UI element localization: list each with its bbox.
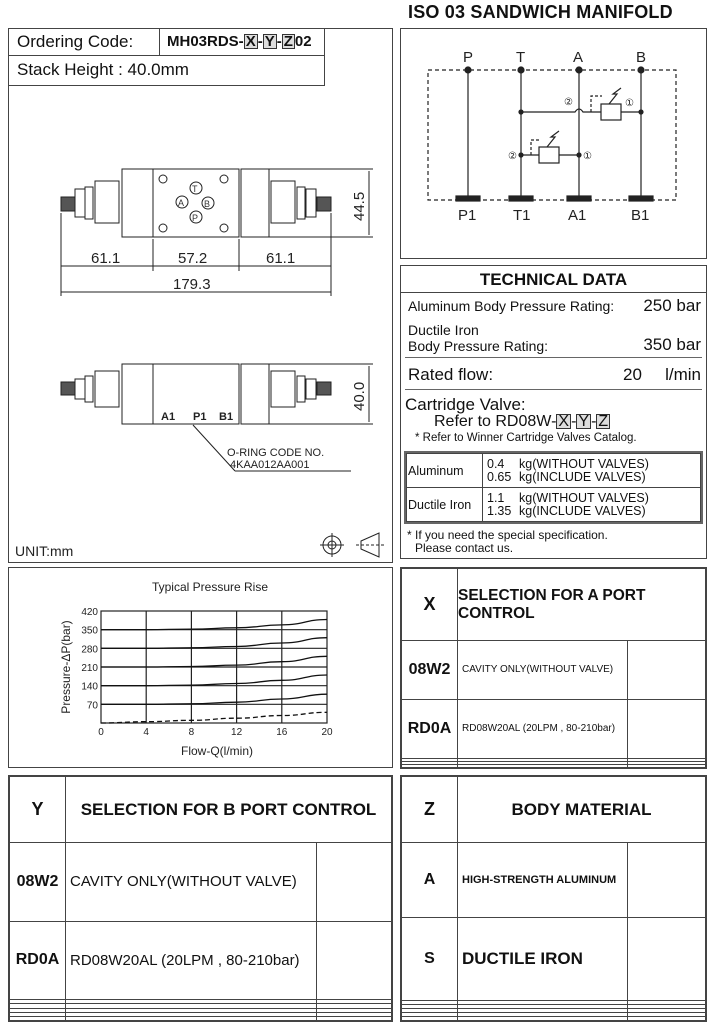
port-b: B xyxy=(636,49,646,66)
technical-data: TECHNICAL DATA Aluminum Body Pressure Ra… xyxy=(400,265,707,559)
z-placeholder: Z xyxy=(281,33,295,50)
side-view xyxy=(60,363,373,472)
table-row: RD0A RD08W20AL (20LPM , 80-210bar) xyxy=(401,698,706,759)
port-p: P xyxy=(463,49,473,66)
y-tick-label: 210 xyxy=(81,663,98,674)
di-label-line1: Ductile Iron xyxy=(408,322,479,338)
dim-mid: 57.2 xyxy=(178,250,207,267)
contact-note: Please contact us. xyxy=(415,541,514,555)
side-port-b1: B1 xyxy=(219,411,233,423)
al-pressure-label: Aluminum Body Pressure Rating: xyxy=(408,298,615,314)
ordering-code-row: Ordering Code: MH03RDS- X - Y - Z 02 xyxy=(9,29,325,56)
page-title: ISO 03 SANDWICH MANIFOLD xyxy=(408,2,673,22)
table-header: Z BODY MATERIAL xyxy=(401,776,706,843)
y-axis-label: Pressure-ΔP(bar) xyxy=(59,620,73,713)
marker-1-upper: ① xyxy=(625,98,634,109)
table-row: A HIGH-STRENGTH ALUMINUM xyxy=(401,841,706,919)
x-axis-label: Flow-Q(l/min) xyxy=(181,744,253,758)
table-row xyxy=(401,763,706,769)
series-line-1 xyxy=(101,637,328,649)
dim-height-side: 40.0 xyxy=(351,382,368,411)
manifold-drawing: T A B P 61.1 57.2 61.1 179.3 44.5 A1 P1 … xyxy=(15,168,385,559)
series-line-5 xyxy=(100,711,328,724)
weight-row-aluminum: Aluminum 0.4 kg(WITHOUT VALVES) 0.65 kg(INC… xyxy=(406,453,701,488)
z-selection-table: Z BODY MATERIAL A HIGH-STRENGTH ALUMINUM S DU… xyxy=(400,775,707,1022)
series-line-4 xyxy=(100,693,328,705)
x-tick-label: 4 xyxy=(143,727,149,738)
y-tick-label: 280 xyxy=(81,644,98,655)
flow-value: 20 xyxy=(623,365,642,384)
x-tick-label: 8 xyxy=(189,727,195,738)
y-selection-table: Y SELECTION FOR B PORT CONTROL 08W2 CAVITY … xyxy=(8,775,393,1022)
table-header: Y SELECTION FOR B PORT CONTROL xyxy=(9,776,392,843)
oring-code: 4KAA012AA001 xyxy=(230,459,310,471)
series-line-2 xyxy=(100,655,328,668)
dim-right: 61.1 xyxy=(266,250,295,267)
stack-height: Stack Height : 40.0mm xyxy=(9,56,325,86)
ordering-code-label: Ordering Code: xyxy=(17,32,134,51)
x-tick-label: 0 xyxy=(98,727,104,738)
y-tick-label: 70 xyxy=(87,700,99,711)
cartridge-note: * Refer to Winner Cartridge Valves Catal… xyxy=(415,432,637,444)
port-a-label: A xyxy=(178,198,184,208)
x-selection-table: X SELECTION FOR A PORT CONTROL 08W2 CAVITY … xyxy=(400,567,707,769)
special-note: * If you need the special specification. xyxy=(407,528,608,542)
side-port-a1: A1 xyxy=(161,411,175,423)
tech-header: TECHNICAL DATA xyxy=(401,266,706,293)
table-row xyxy=(401,1016,706,1021)
y-placeholder: Y xyxy=(262,33,277,50)
port-t1: T1 xyxy=(513,207,531,224)
table-row: 08W2 CAVITY ONLY(WITHOUT VALVE) xyxy=(401,640,706,700)
table-row xyxy=(9,1015,392,1022)
projection-symbol-icon xyxy=(320,532,385,558)
port-p1: P1 xyxy=(458,207,476,224)
x-tick-label: 20 xyxy=(321,727,333,738)
x-tick-label: 16 xyxy=(276,727,288,738)
unit-label: UNIT:mm xyxy=(15,543,73,559)
series-line-0 xyxy=(101,618,328,631)
port-p-label: P xyxy=(192,213,198,223)
side-port-p1: P1 xyxy=(193,411,206,423)
pressure-rise-chart: Typical Pressure Rise Flow-Q(l/min) Pres… xyxy=(59,580,333,758)
flow-unit: l/min xyxy=(665,365,701,384)
drawing-panel: Ordering Code: MH03RDS- X - Y - Z 02 Stack Hei… xyxy=(8,28,393,563)
dim-height-top: 44.5 xyxy=(351,192,368,221)
x-tick-label: 12 xyxy=(231,727,243,738)
oring-label: O-RING CODE NO. xyxy=(227,447,324,459)
y-tick-label: 140 xyxy=(81,682,98,693)
di-label-line2: Body Pressure Rating: xyxy=(408,338,549,354)
pressure-chart-panel: Typical Pressure Rise Flow-Q(l/min) Pres… xyxy=(8,567,393,768)
hydraulic-schematic: P T A B P1 T1 A1 B1 ② ① ② ① xyxy=(400,28,707,259)
table-row: S DUCTILE IRON xyxy=(401,917,706,1002)
port-t-label: T xyxy=(192,184,198,194)
marker-2-upper: ② xyxy=(564,97,573,108)
weight-row-ductile-iron: Ductile Iron 1.1 kg(WITHOUT VALVES) 1.35 kg… xyxy=(406,487,701,522)
port-t: T xyxy=(516,49,525,66)
table-header: X SELECTION FOR A PORT CONTROL xyxy=(401,568,706,641)
series-line-3 xyxy=(100,674,328,687)
flow-label: Rated flow: xyxy=(408,365,494,384)
table-row: RD0A RD08W20AL (20LPM , 80-210bar) xyxy=(9,920,392,1001)
port-b-label: B xyxy=(204,199,210,209)
port-a: A xyxy=(573,49,583,66)
cartridge-label: Cartridge Valve: xyxy=(405,395,526,414)
ordering-code-value: MH03RDS- X - Y - Z 02 xyxy=(167,33,312,50)
marker-1-lower: ① xyxy=(583,151,592,162)
x-placeholder: X xyxy=(243,33,258,50)
di-pressure-value: 350 bar xyxy=(643,335,701,354)
chart-title: Typical Pressure Rise xyxy=(152,580,268,594)
cartridge-ref: Refer to RD08W- X - Y - Z xyxy=(434,413,611,430)
al-pressure-value: 250 bar xyxy=(643,296,701,315)
port-b1: B1 xyxy=(631,207,649,224)
y-tick-label: 420 xyxy=(81,607,98,618)
weight-table: Aluminum 0.4 kg(WITHOUT VALVES) 0.65 kg(INC… xyxy=(404,451,703,524)
table-row: 08W2 CAVITY ONLY(WITHOUT VALVE) xyxy=(9,842,392,922)
top-view xyxy=(60,168,373,296)
dim-left: 61.1 xyxy=(91,250,120,267)
port-a1: A1 xyxy=(568,207,586,224)
marker-2-lower: ② xyxy=(508,151,517,162)
dim-total: 179.3 xyxy=(173,276,211,293)
y-tick-label: 350 xyxy=(81,626,98,637)
